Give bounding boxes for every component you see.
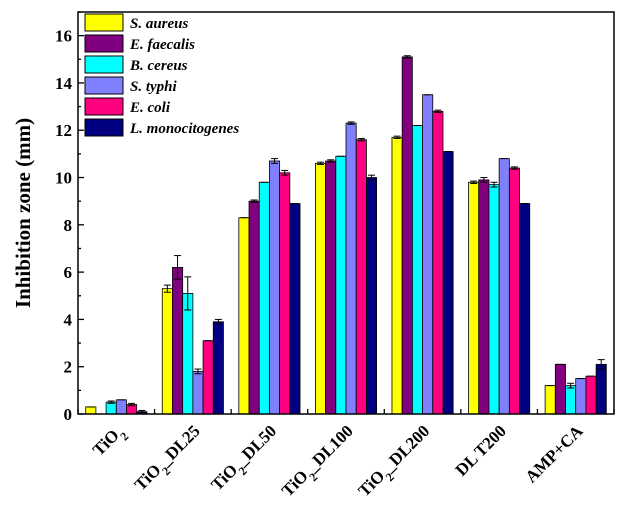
y-tick-label: 0: [64, 405, 73, 424]
bar: [248, 200, 260, 415]
bar: [498, 158, 510, 415]
legend-label: S. aureus: [130, 16, 189, 32]
y-tick-label: 6: [64, 263, 73, 282]
y-axis-title: Inhibition zone (mm): [11, 118, 35, 308]
legend-swatch: [84, 97, 124, 116]
legend-swatch: [84, 76, 124, 95]
bar: [432, 110, 444, 415]
legend-label: E. coli: [129, 100, 171, 116]
bar: [468, 181, 480, 415]
bar: [238, 217, 250, 415]
legend-swatch: [84, 34, 124, 53]
bar: [391, 136, 403, 415]
bar: [595, 363, 607, 415]
legend-label: B. cereus: [129, 58, 188, 74]
bar: [585, 375, 597, 415]
bar: [442, 151, 454, 415]
bar: [575, 378, 587, 415]
plot-frame: [77, 11, 615, 415]
bar: [115, 399, 127, 415]
bar: [182, 292, 194, 415]
bar: [289, 203, 301, 415]
y-tick-label: 4: [64, 310, 73, 329]
legend-swatch: [84, 55, 124, 74]
bar: [519, 203, 531, 415]
y-tick-label: 14: [55, 74, 73, 93]
bar: [544, 385, 556, 415]
x-category-label: TiO2_DL25: [131, 421, 208, 498]
legend-label: E. faecalis: [129, 37, 195, 53]
x-category-label: TiO2_DL100: [278, 421, 361, 504]
bar: [192, 371, 204, 415]
bar: [161, 288, 173, 415]
bar: [554, 363, 566, 415]
bar: [478, 179, 490, 415]
bar: [269, 160, 281, 415]
bar: [365, 177, 377, 415]
x-category-label: AMP+CA: [522, 421, 588, 487]
bar: [314, 162, 326, 415]
legend-label: S. typhi: [130, 79, 178, 95]
bar: [172, 266, 184, 415]
y-tick-label: 10: [55, 169, 72, 188]
bar: [202, 340, 214, 415]
bar: [212, 321, 224, 415]
x-category-label: TiO2: [89, 421, 131, 463]
bar: [279, 172, 291, 415]
bar: [411, 125, 423, 415]
legend-label: L. monocitogenes: [129, 121, 239, 137]
x-category-label: TiO2_DL50: [207, 421, 284, 498]
bar: [345, 122, 357, 415]
bar: [335, 155, 347, 415]
bar: [488, 184, 500, 415]
bar: [105, 401, 117, 415]
bars-layer: [85, 55, 607, 415]
bar: [422, 94, 434, 415]
bar: [85, 406, 97, 415]
y-tick-label: 8: [64, 216, 73, 235]
y-tick-label: 12: [55, 121, 72, 140]
legend: S. aureus E. faecalis B. cereus S. typhi E. …: [84, 13, 239, 137]
x-category-label: DL T200: [452, 421, 510, 479]
x-category-label: TiO2_DL200: [354, 421, 437, 504]
bar: [325, 160, 337, 415]
bar: [565, 385, 577, 415]
bar: [401, 56, 413, 415]
bar: [258, 181, 270, 415]
bar: [508, 167, 520, 415]
bar: [355, 139, 367, 415]
legend-swatch: [84, 13, 124, 32]
legend-swatch: [84, 118, 124, 137]
y-tick-label: 16: [55, 27, 72, 46]
y-tick-label: 2: [64, 358, 73, 377]
